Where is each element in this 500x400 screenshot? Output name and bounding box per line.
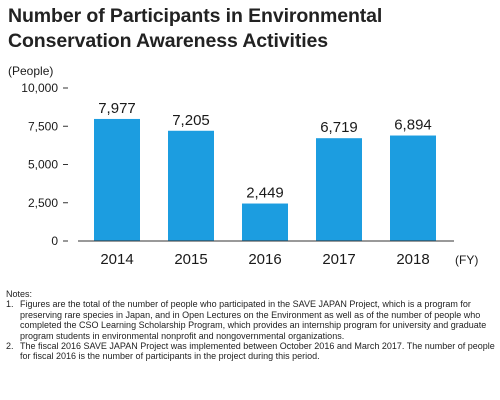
bar-value-label: 2,449 bbox=[246, 185, 284, 202]
bar-value-label: 7,205 bbox=[172, 112, 210, 129]
note-text: The fiscal 2016 SAVE JAPAN Project was i… bbox=[20, 341, 495, 362]
bar-chart: (People) (FY) 0 2,500 5,000 7,500 10,000 7,9… bbox=[8, 64, 478, 268]
bar-value-label: 6,894 bbox=[394, 117, 432, 134]
y-tick-label: 5,000 bbox=[28, 158, 58, 172]
y-tick-label: 2,500 bbox=[28, 196, 58, 210]
note-item: 1. Figures are the total of the number o… bbox=[6, 299, 496, 341]
chart-title-line-1: Number of Participants in Environmental bbox=[8, 5, 383, 27]
bar bbox=[94, 118, 140, 241]
note-text: Figures are the total of the number of p… bbox=[20, 299, 487, 341]
x-axis-label: (FY) bbox=[455, 253, 478, 267]
x-tick-label: 2018 bbox=[396, 251, 429, 268]
notes-heading: Notes: bbox=[6, 289, 33, 299]
bar bbox=[168, 130, 214, 241]
y-tick-label: 10,000 bbox=[21, 81, 58, 95]
bar bbox=[242, 203, 288, 241]
x-tick-label: 2017 bbox=[322, 251, 355, 268]
x-tick-label: 2014 bbox=[100, 251, 133, 268]
bars-group: 7,977 2014 7,205 2015 2,449 2016 6,719 2017 6,89… bbox=[94, 100, 436, 268]
y-axis-label: (People) bbox=[8, 64, 53, 78]
notes-section: Notes: 1. Figures are the total of the n… bbox=[6, 289, 496, 362]
bar bbox=[316, 138, 362, 241]
chart-title: Number of Participants in Environmental … bbox=[8, 4, 488, 54]
x-tick-label: 2015 bbox=[174, 251, 207, 268]
y-tick-label: 0 bbox=[51, 234, 58, 248]
note-number: 2. bbox=[6, 341, 14, 352]
x-tick-label: 2016 bbox=[248, 251, 281, 268]
chart-title-line-2: Conservation Awareness Activities bbox=[8, 30, 329, 52]
bar-value-label: 6,719 bbox=[320, 119, 358, 136]
y-axis: 0 2,500 5,000 7,500 10,000 bbox=[21, 81, 68, 248]
bar bbox=[390, 135, 436, 241]
note-item: 2. The fiscal 2016 SAVE JAPAN Project wa… bbox=[6, 341, 496, 362]
y-tick-label: 7,500 bbox=[28, 119, 58, 133]
note-number: 1. bbox=[6, 299, 14, 310]
bar-value-label: 7,977 bbox=[98, 100, 136, 117]
